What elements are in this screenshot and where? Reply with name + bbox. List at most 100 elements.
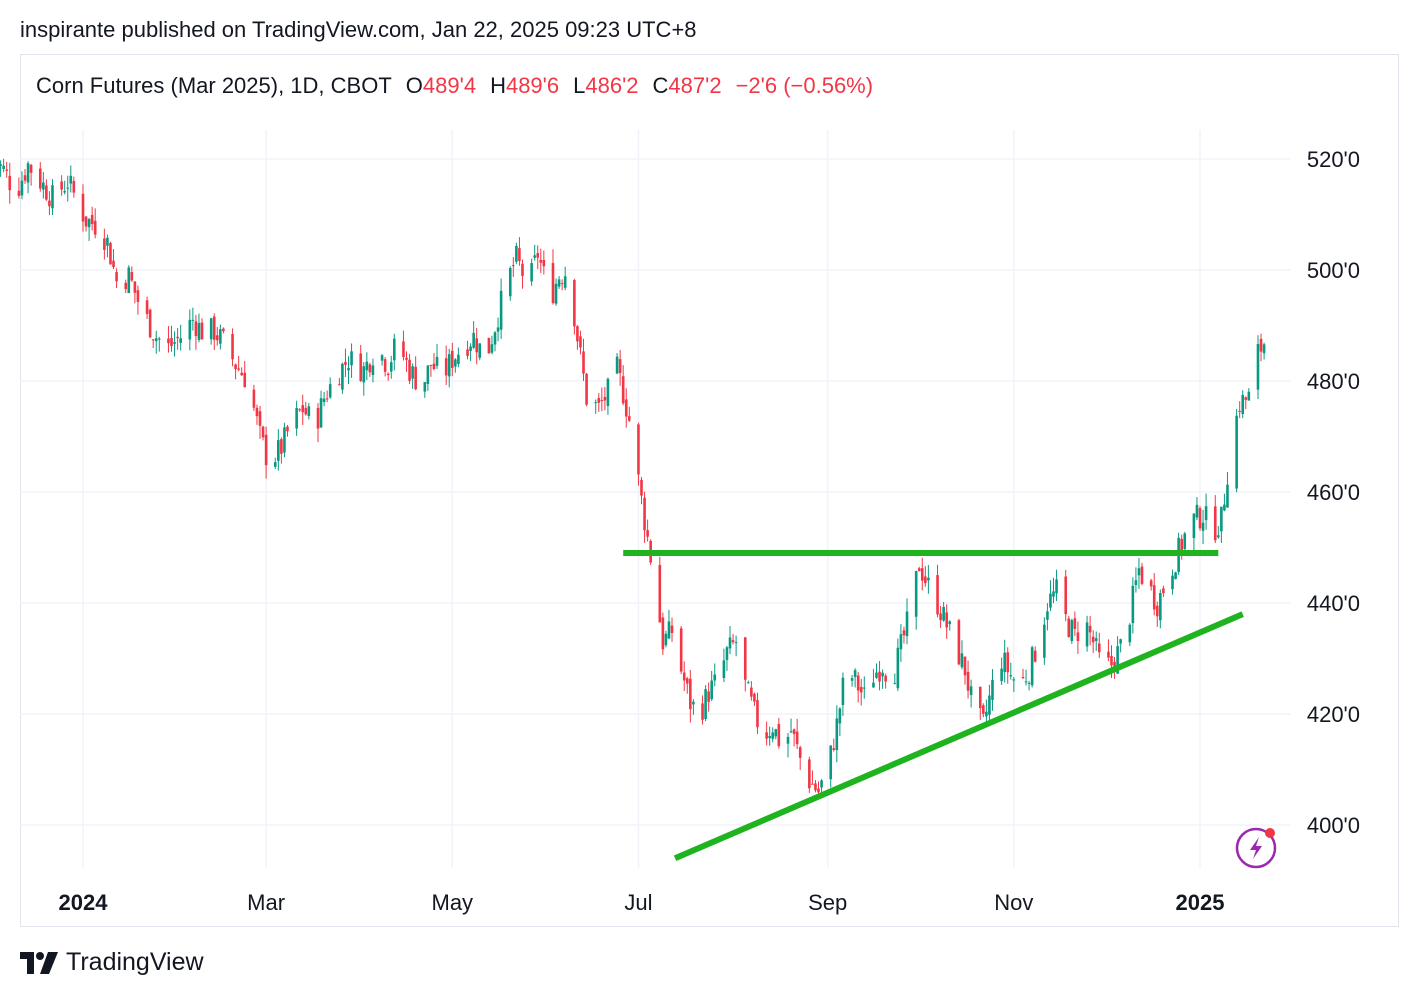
candle-body — [1235, 415, 1238, 489]
candle-body — [603, 396, 607, 401]
candle-body — [1171, 575, 1174, 590]
candle-body — [597, 398, 601, 403]
candle-body — [499, 290, 503, 330]
candle-body — [20, 180, 24, 196]
candle-body — [982, 705, 985, 714]
candle-body — [704, 689, 707, 720]
candle-body — [2, 165, 5, 169]
candle-body — [167, 338, 170, 344]
candle-body — [841, 677, 845, 705]
candle-body — [447, 354, 451, 377]
candle-body — [63, 191, 66, 193]
candle-body — [838, 708, 842, 724]
candle-body — [530, 263, 533, 282]
candle-body — [1094, 638, 1098, 641]
candle-body — [444, 358, 448, 376]
candle-body — [667, 621, 671, 639]
candle-body — [539, 259, 543, 263]
candle-body — [731, 640, 735, 643]
candle-body — [905, 611, 909, 637]
candle-body — [341, 363, 344, 390]
candle-body — [23, 175, 27, 181]
candle-body — [1244, 397, 1248, 400]
tradingview-logo[interactable]: TradingView — [20, 948, 204, 977]
candle-body — [173, 342, 176, 344]
candle-body — [966, 671, 970, 691]
candle-body — [389, 362, 393, 372]
candle-body — [454, 359, 457, 367]
candle-body — [264, 434, 268, 466]
time-tick-label: Jul — [624, 890, 652, 915]
candle-body — [1076, 632, 1080, 641]
candle-body — [1223, 504, 1226, 511]
candle-body — [478, 343, 482, 358]
candle-body — [237, 368, 240, 370]
candle-body — [1052, 591, 1055, 597]
candle-body — [621, 376, 625, 404]
candle-body — [45, 185, 48, 200]
lightning-icon[interactable] — [1235, 827, 1277, 869]
candle-body — [42, 182, 45, 190]
candle-body — [103, 238, 106, 250]
candle-body — [283, 427, 286, 453]
candle-body — [811, 783, 814, 785]
candle-body — [1067, 618, 1071, 637]
candle-body — [328, 384, 332, 398]
candle-body — [1024, 681, 1028, 683]
candle-body — [624, 399, 628, 417]
candle-body — [368, 364, 372, 373]
candle-body — [728, 637, 732, 649]
candle-body — [722, 660, 726, 679]
time-tick-label: 2024 — [59, 890, 109, 915]
candle-body — [26, 163, 30, 183]
candle-body — [771, 732, 775, 739]
candle-body — [798, 747, 802, 758]
candle-body — [87, 219, 91, 228]
candle-body — [661, 617, 665, 650]
price-axis: 520'0 500'0 480'0 460'0 440'0 420'0 400'0 — [1307, 147, 1360, 838]
candle-body — [1021, 677, 1025, 679]
candle-body — [1134, 580, 1138, 586]
candle-body — [734, 642, 738, 644]
candle-body — [899, 634, 903, 650]
candle-body — [435, 356, 439, 366]
price-tick-label: 400'0 — [1307, 813, 1360, 838]
candle-body — [325, 398, 329, 400]
candle-body — [371, 365, 375, 376]
candle-body — [765, 732, 768, 739]
high-value: 489'6 — [505, 73, 560, 98]
candle-body — [475, 338, 478, 353]
candle-body — [768, 735, 771, 739]
symbol-name[interactable]: Corn Futures (Mar 2025), 1D, CBOT — [36, 73, 392, 98]
candle-body — [298, 409, 301, 411]
candle-body — [508, 268, 512, 297]
candle-body — [209, 318, 213, 340]
candle-body — [426, 365, 430, 384]
candle-body — [515, 245, 518, 262]
time-tick-label: 2025 — [1176, 890, 1225, 915]
candle-body — [392, 338, 396, 361]
candle-body — [29, 164, 33, 173]
candle-body — [429, 364, 433, 366]
candle-body — [917, 568, 921, 572]
time-tick-label: Mar — [247, 890, 285, 915]
candle-body — [1241, 394, 1245, 415]
candle-body — [1159, 593, 1162, 621]
candle-body — [1107, 651, 1110, 658]
candle-body — [338, 384, 341, 386]
candle-body — [8, 175, 12, 191]
candle-body — [286, 426, 289, 432]
candle-body — [0, 164, 2, 167]
price-tick-label: 440'0 — [1307, 591, 1360, 616]
candle-body — [200, 322, 204, 340]
publisher-line: inspirante published on TradingView.com,… — [20, 17, 697, 42]
candle-body — [1238, 410, 1241, 412]
candle-body — [615, 356, 619, 374]
candle-body — [154, 338, 158, 342]
rising-support-line[interactable] — [673, 611, 1244, 862]
candle-body — [600, 400, 604, 402]
candle-body — [1217, 535, 1220, 538]
chart-frame[interactable] — [20, 54, 1399, 927]
candle-body — [133, 281, 137, 293]
